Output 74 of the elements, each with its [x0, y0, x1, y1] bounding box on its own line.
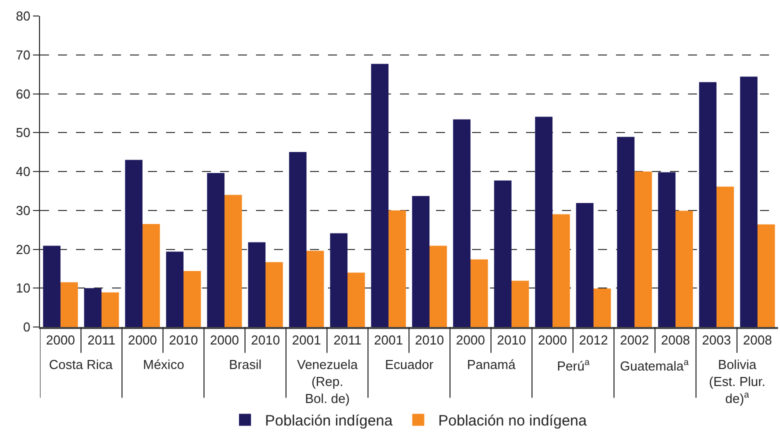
x-tick-label: 2001: [374, 332, 403, 348]
x-tick-label: 2000: [456, 332, 485, 348]
bar: [330, 233, 348, 327]
x-tick-label: 2000: [538, 332, 567, 348]
bar: [207, 173, 224, 327]
y-tick-label: 50: [16, 125, 30, 140]
bar: [512, 280, 529, 327]
bar: [371, 64, 388, 327]
text: Ecuador: [385, 357, 434, 372]
bar: [634, 172, 652, 327]
bar: [289, 152, 306, 327]
text: Costa Rica: [49, 357, 114, 372]
bar: [494, 180, 512, 327]
bar: [166, 252, 184, 327]
x-tick-label: 2001: [292, 332, 321, 348]
bar: [676, 210, 693, 327]
y-tick-label: 70: [16, 47, 30, 62]
bar: [102, 292, 119, 327]
bar: [552, 214, 570, 327]
x-tick-label: 2000: [210, 332, 239, 348]
text: Guatemala$^{a}$: [620, 357, 690, 374]
x-tick-label: 2010: [169, 332, 198, 348]
text: México: [143, 357, 184, 372]
bar: [43, 246, 60, 327]
text: Venezuela (Rep. Bol. de): [297, 357, 358, 406]
x-tick-label: 2002: [620, 332, 649, 348]
bar: [84, 288, 102, 327]
x-tick-label: 2010: [251, 332, 280, 348]
y-tick-label: 80: [16, 8, 30, 24]
x-tick-label: 2010: [497, 332, 526, 348]
x-tick-label: 2000: [128, 332, 157, 348]
bar: [430, 246, 447, 327]
bar: [224, 194, 242, 327]
x-tick-label: 2011: [88, 332, 116, 348]
bar: [266, 262, 283, 327]
bar: [658, 172, 676, 327]
bar: [617, 136, 634, 327]
x-tick-label: 2008: [743, 332, 772, 348]
bar: [60, 282, 78, 327]
x-tick-label: 2000: [46, 332, 75, 348]
legend-label: Población no indígena: [438, 412, 588, 430]
bar: [699, 82, 716, 327]
bar: [740, 76, 758, 327]
y-tick-label: 40: [16, 164, 30, 180]
x-tick-label: 2011: [334, 332, 362, 348]
y-tick-label: 10: [16, 280, 30, 296]
bar: [248, 242, 266, 327]
bar: [142, 224, 160, 327]
bar: [594, 288, 611, 327]
bar: [453, 119, 470, 327]
x-tick-label: 2008: [661, 332, 690, 348]
y-tick-label: 0: [23, 320, 30, 335]
bar: [535, 116, 552, 327]
bar: [388, 210, 406, 327]
text: Panamá: [467, 357, 516, 372]
y-tick-label: 30: [16, 202, 30, 218]
y-tick-label: 60: [16, 86, 30, 102]
text: Bolivia (Est. Plur. de)$^{a}$: [709, 357, 766, 406]
y-tick-label: 20: [16, 242, 30, 257]
text: Brasil: [229, 357, 262, 372]
legend-label: Población indígena: [265, 412, 394, 430]
bar: [470, 259, 488, 327]
bar: [412, 196, 430, 327]
bar: [306, 250, 324, 327]
bar: [576, 202, 594, 327]
bar: [184, 271, 201, 327]
bar: [125, 160, 142, 327]
bar: [758, 224, 775, 327]
bar: [348, 272, 365, 327]
x-tick-label: 2012: [579, 332, 608, 348]
x-tick-label: 2010: [415, 332, 444, 348]
bar: [716, 186, 734, 327]
x-tick-label: 2003: [702, 332, 731, 348]
text: Perú$^{a}$: [557, 357, 590, 374]
